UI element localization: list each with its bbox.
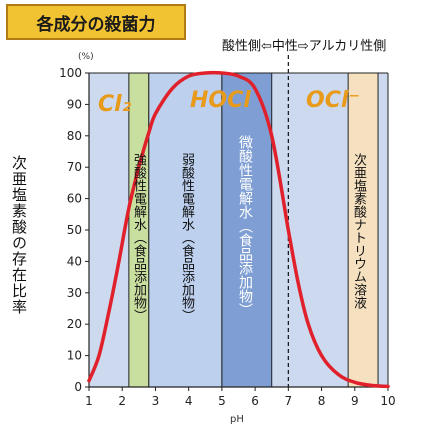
x-axis-label: pH bbox=[230, 414, 244, 425]
acidity-note: 酸性側⇦中性⇨アルカリ性側 bbox=[222, 39, 387, 54]
y-axis-label: 次亜塩素酸の存在比率 bbox=[10, 155, 28, 315]
y-axis-unit: (%) bbox=[78, 52, 94, 62]
x-tick-label: 2 bbox=[118, 394, 126, 408]
x-tick-label: 3 bbox=[152, 394, 160, 408]
y-tick-label: 80 bbox=[67, 129, 82, 143]
x-tick-label: 4 bbox=[185, 394, 193, 408]
x-tick-label: 10 bbox=[380, 394, 395, 408]
zone-label-weak-acidic: 弱酸性電解水（食品添加物） bbox=[179, 153, 194, 322]
species-label-ocl: OCl⁻ bbox=[306, 88, 361, 113]
x-tick-label: 1 bbox=[85, 394, 93, 408]
chart-title: 各成分の殺菌力 bbox=[6, 4, 186, 40]
hocl-ratio-curve bbox=[87, 70, 390, 389]
zone-label-sodium-hypochlorite: 次亜塩素酸ナトリウム溶液 bbox=[351, 153, 366, 309]
y-tick-label: 10 bbox=[67, 349, 82, 363]
x-tick-label: 9 bbox=[351, 394, 359, 408]
y-tick-label: 60 bbox=[67, 192, 82, 206]
x-tick-label: 5 bbox=[218, 394, 226, 408]
x-tick-label: 6 bbox=[251, 394, 259, 408]
zone-sodium-hypochlorite bbox=[347, 72, 379, 388]
species-label-cl2: Cl₂ bbox=[98, 92, 132, 117]
y-tick-label: 100 bbox=[59, 66, 82, 80]
y-tick-label: 70 bbox=[67, 160, 82, 174]
y-tick-label: 40 bbox=[67, 254, 82, 268]
zone-label-strong-acidic: 強酸性電解水（食品添加物） bbox=[131, 153, 146, 322]
y-tick-label: 30 bbox=[67, 286, 82, 300]
zone-slightly-acidic bbox=[221, 72, 273, 388]
x-tick-label: 7 bbox=[285, 394, 293, 408]
y-tick-label: 20 bbox=[67, 317, 82, 331]
zone-label-slightly-acidic: 微酸性電解水（食品添加物） bbox=[237, 135, 253, 317]
x-tick-label: 8 bbox=[318, 394, 326, 408]
species-label-hocl: HOCl bbox=[190, 88, 251, 113]
y-tick-label: 0 bbox=[74, 380, 82, 394]
y-tick-label: 90 bbox=[67, 97, 82, 111]
y-tick-label: 50 bbox=[67, 223, 82, 237]
